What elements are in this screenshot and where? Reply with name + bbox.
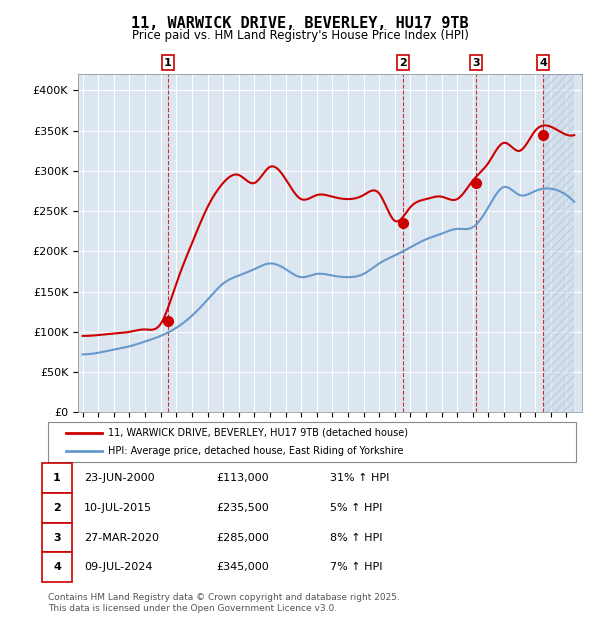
Text: 27-MAR-2020: 27-MAR-2020 xyxy=(84,533,159,542)
Text: 09-JUL-2024: 09-JUL-2024 xyxy=(84,562,152,572)
Text: 4: 4 xyxy=(539,58,547,68)
Text: £285,000: £285,000 xyxy=(216,533,269,542)
Text: 11, WARWICK DRIVE, BEVERLEY, HU17 9TB (detached house): 11, WARWICK DRIVE, BEVERLEY, HU17 9TB (d… xyxy=(108,428,408,438)
Text: 4: 4 xyxy=(53,562,61,572)
Text: 8% ↑ HPI: 8% ↑ HPI xyxy=(330,533,383,542)
Text: 23-JUN-2000: 23-JUN-2000 xyxy=(84,473,155,483)
Text: 11, WARWICK DRIVE, BEVERLEY, HU17 9TB: 11, WARWICK DRIVE, BEVERLEY, HU17 9TB xyxy=(131,16,469,30)
Text: 2: 2 xyxy=(53,503,61,513)
Text: £235,500: £235,500 xyxy=(216,503,269,513)
Text: 3: 3 xyxy=(53,533,61,542)
Text: 3: 3 xyxy=(473,58,480,68)
Text: 1: 1 xyxy=(164,58,172,68)
Text: 7% ↑ HPI: 7% ↑ HPI xyxy=(330,562,383,572)
Text: 5% ↑ HPI: 5% ↑ HPI xyxy=(330,503,382,513)
Text: £113,000: £113,000 xyxy=(216,473,269,483)
Text: 2: 2 xyxy=(399,58,407,68)
Text: HPI: Average price, detached house, East Riding of Yorkshire: HPI: Average price, detached house, East… xyxy=(108,446,404,456)
Text: 10-JUL-2015: 10-JUL-2015 xyxy=(84,503,152,513)
Text: 31% ↑ HPI: 31% ↑ HPI xyxy=(330,473,389,483)
Text: Contains HM Land Registry data © Crown copyright and database right 2025.
This d: Contains HM Land Registry data © Crown c… xyxy=(48,593,400,613)
Text: Price paid vs. HM Land Registry's House Price Index (HPI): Price paid vs. HM Land Registry's House … xyxy=(131,29,469,42)
Text: 1: 1 xyxy=(53,473,61,483)
Text: £345,000: £345,000 xyxy=(216,562,269,572)
